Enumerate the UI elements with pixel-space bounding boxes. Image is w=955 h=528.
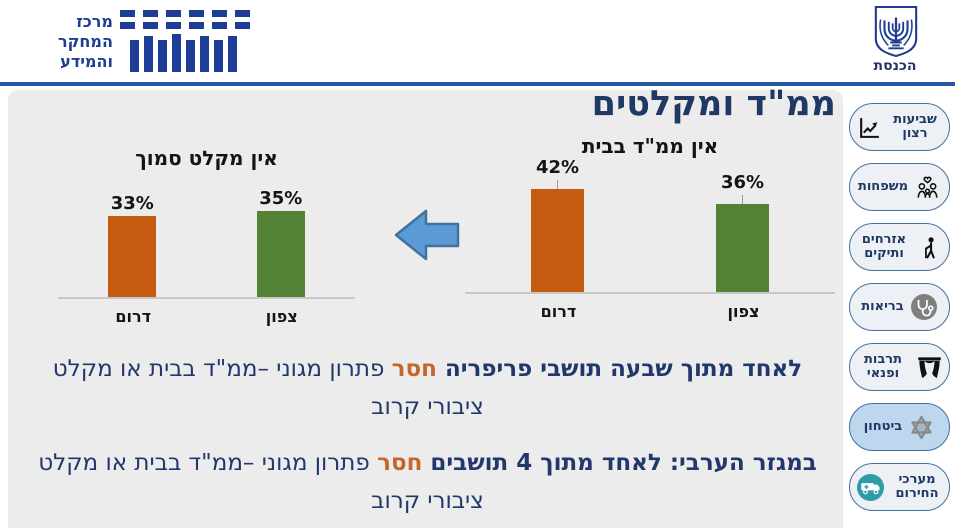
- bar-column: 36%: [716, 172, 769, 292]
- sidebar-item-culture[interactable]: תרבות ופנאי: [849, 343, 950, 391]
- sidebar-item-security[interactable]: ביטחון: [849, 403, 950, 451]
- sidebar-item-families[interactable]: משפחות: [849, 163, 950, 211]
- note-periphery: לאחד מתוך שבעה תושבי פריפריה חסר פתרון מ…: [15, 350, 840, 426]
- page-title: ממ"ד ומקלטים: [591, 84, 836, 124]
- rni-center-logo-text: מרכז המחקר והמידע: [58, 12, 113, 71]
- chart-title: אין מקלט סמוך: [135, 146, 278, 170]
- bar: [108, 216, 157, 297]
- sidebar-item-label: משפחות: [857, 178, 909, 194]
- left-arrow-icon: [393, 208, 461, 266]
- bar-value-label: 35%: [259, 188, 303, 209]
- bar-value-label: 42%: [535, 157, 580, 178]
- satisfaction-chart-icon: [857, 115, 882, 140]
- families-icon: [914, 174, 941, 201]
- category-label: דרום: [115, 307, 152, 326]
- culture-icon: [916, 354, 943, 381]
- chart-title: אין ממ"ד בבית: [581, 134, 719, 158]
- sidebar-item-label: תרבות ופנאי: [864, 351, 902, 381]
- sidebar-item-label: בריאות: [861, 298, 904, 314]
- health-icon: [910, 293, 938, 321]
- header-divider-rule: [0, 82, 955, 86]
- label-leader-line: [557, 180, 558, 189]
- seniors-icon: [917, 235, 942, 260]
- slide-panel: [8, 90, 843, 528]
- category-label: צפון: [727, 302, 760, 321]
- note-highlight-word: חסר: [391, 356, 437, 382]
- bar: [256, 211, 305, 297]
- bar-column: 42%: [531, 157, 584, 292]
- sidebar-item-health[interactable]: בריאות: [849, 283, 950, 331]
- chart-category-axis: דרום צפון: [58, 307, 355, 326]
- bar-column: 35%: [256, 188, 305, 297]
- bar-column: 33%: [108, 193, 157, 297]
- bar: [531, 189, 584, 292]
- note-rest-text: פתרון מגוני –ממ"ד בבית או מקלט ציבורי קר…: [38, 450, 484, 514]
- chart-plot-area: 33% 35%: [58, 174, 355, 299]
- note-arab-sector: במגזר הערבי: לאחד מתוך 4 תושבים חסר פתרו…: [15, 444, 840, 520]
- bar-value-label: 36%: [720, 172, 765, 193]
- knesset-building-icon: [118, 10, 256, 78]
- chart-no-nearby-shelter: אין מקלט סמוך 33% 35% דרום צפון: [58, 146, 355, 326]
- emergency-icon: [856, 473, 885, 502]
- sidebar-item-label: אזרחים ותיקים: [861, 231, 907, 261]
- note-highlight-word: חסר: [377, 450, 423, 476]
- bar: [716, 204, 769, 292]
- chart-plot-area: 42% 36%: [465, 157, 835, 294]
- bar-value-label: 33%: [110, 193, 154, 214]
- sidebar: שביעות רצון משפחות אזרחים ותיקים בריאות תרבו…: [849, 103, 950, 511]
- note-rest-text: פתרון מגוני –ממ"ד בבית או מקלט ציבורי קר…: [52, 356, 484, 420]
- knesset-emblem-icon: [872, 4, 920, 62]
- sidebar-item-seniors[interactable]: אזרחים ותיקים: [849, 223, 950, 271]
- sidebar-item-label: מערכי החירום: [895, 471, 939, 501]
- knesset-label: הכנסת: [873, 58, 917, 74]
- chart-no-mamad-at-home: אין ממ"ד בבית 42% 36% דרום צפון: [465, 134, 835, 321]
- label-leader-line: [742, 195, 743, 204]
- category-label: דרום: [540, 302, 577, 321]
- security-icon: [908, 414, 935, 441]
- category-label: צפון: [265, 307, 298, 326]
- sidebar-item-emergency[interactable]: מערכי החירום: [849, 463, 950, 511]
- note-bold-text: לאחד מתוך שבעה תושבי פריפריה: [436, 356, 803, 382]
- sidebar-item-label: שביעות רצון: [893, 111, 937, 141]
- sidebar-item-satisfaction[interactable]: שביעות רצון: [849, 103, 950, 151]
- sidebar-item-label: ביטחון: [863, 418, 903, 434]
- chart-category-axis: דרום צפון: [465, 302, 835, 321]
- note-bold-text: במגזר הערבי: לאחד מתוך 4 תושבים: [422, 450, 817, 476]
